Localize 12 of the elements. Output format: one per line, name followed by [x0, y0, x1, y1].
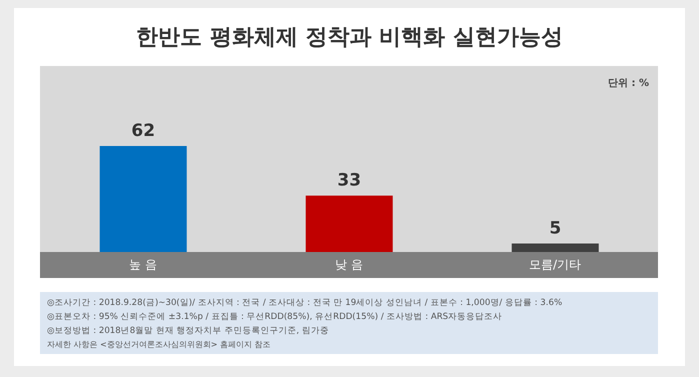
text: ◎표본오차 : 95% 신뢰수준에 ±3.1%p / 표집틀 : 무선RDD(85%), 유선RDD(15%) / 조사방법 : ARS자동응답조사 — [47, 311, 504, 324]
text: 단위 : % — [608, 77, 649, 90]
text: ◎조사기간 : 2018.9.28(금)~30(일)/ 조사지역 : 전국 / 조사대상 : 전국 만 19세이상 성인남녀 / 표본수 : 1,000명/ 응답률 : 3.6% — [47, 297, 564, 310]
x-tick-label: 낮 음 — [335, 258, 363, 272]
text: 자세한 사항은 <중앙선거여론조사심의위원회> 홈페이지 참조 — [47, 339, 272, 351]
text: ◎보정방법 : 2018년8월말 현재 행정자치부 주민등록인구기준, 림가중 — [47, 325, 330, 338]
x-tick-label: 모름/기타 — [528, 258, 582, 272]
data-label: 62 — [131, 121, 156, 141]
data-label: 33 — [337, 170, 362, 191]
x-tick-label: 높 음 — [129, 258, 157, 272]
chart-title: 한반도 평화체제 정착과 비핵화 실현가능성 — [135, 24, 564, 52]
data-label: 5 — [549, 218, 562, 238]
